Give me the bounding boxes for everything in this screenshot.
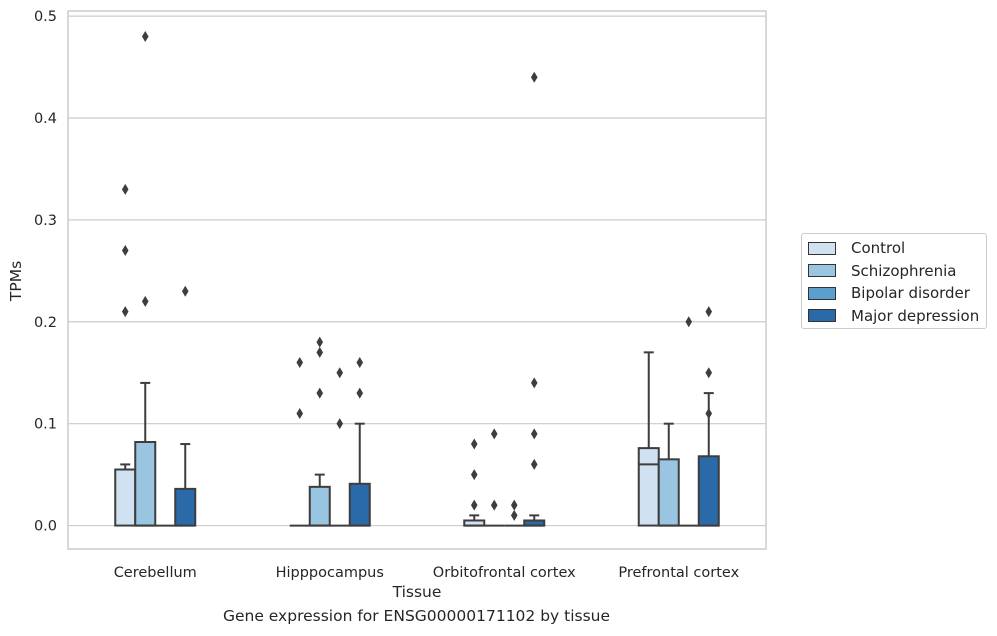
outlier-point	[296, 357, 304, 369]
outlier-point	[685, 316, 693, 328]
box-group	[308, 336, 331, 527]
box	[114, 468, 137, 527]
outlier-point	[705, 306, 713, 318]
box	[134, 441, 157, 527]
legend-swatch	[808, 241, 836, 255]
gridlines	[68, 15, 766, 527]
x-tick-label: Prefrontal cortex	[618, 565, 739, 581]
y-tick-label: 0.5	[34, 9, 57, 25]
legend-label: Schizophrenia	[851, 261, 957, 280]
outlier-point	[181, 285, 189, 297]
box	[657, 458, 680, 527]
legend-swatch	[808, 286, 836, 300]
outlier-point	[470, 469, 478, 481]
box-group	[289, 357, 310, 527]
y-tick-label: 0.1	[34, 417, 57, 433]
box	[697, 455, 720, 527]
outlier-point	[141, 295, 149, 307]
outlier-point	[141, 30, 149, 42]
legend-item-major-depression: Major depression	[808, 305, 986, 328]
legend: Control Schizophrenia Bipolar disorder M…	[801, 233, 987, 329]
legend-swatch	[808, 264, 836, 278]
boxes	[114, 30, 720, 527]
outlier-point	[530, 428, 538, 440]
box-group	[114, 183, 137, 527]
box-group	[348, 357, 371, 527]
box-group	[174, 285, 197, 527]
y-tick-label: 0.2	[34, 315, 57, 331]
outlier-point	[705, 407, 713, 419]
legend-label: Major depression	[851, 306, 980, 325]
outlier-point	[316, 336, 324, 348]
legend-item-bipolar-disorder: Bipolar disorder	[808, 282, 986, 305]
outlier-point	[470, 438, 478, 450]
y-tick-label: 0.3	[34, 213, 57, 229]
legend-item-control: Control	[808, 237, 986, 260]
outlier-point	[510, 509, 518, 521]
outlier-point	[336, 418, 344, 430]
y-tick-label: 0.0	[34, 519, 57, 535]
x-tick-label: Hipppocampus	[276, 565, 384, 581]
box-group	[504, 499, 525, 527]
plot-frame	[67, 10, 767, 550]
box-group	[657, 422, 680, 527]
outlier-point	[530, 377, 538, 389]
box	[348, 482, 371, 527]
x-tick-label: Cerebellum	[114, 565, 197, 581]
outlier-point	[316, 387, 324, 399]
box	[174, 487, 197, 527]
box-group	[697, 306, 720, 527]
box-group	[134, 30, 157, 527]
box-group	[637, 351, 660, 527]
x-tick-label: Orbitofrontal cortex	[433, 565, 576, 581]
legend-label: Bipolar disorder	[851, 284, 970, 303]
box-group	[484, 428, 505, 527]
outlier-point	[510, 499, 518, 511]
y-axis-label: TPMs	[7, 261, 25, 302]
outlier-point	[356, 357, 364, 369]
outlier-point	[490, 499, 498, 511]
outlier-point	[490, 428, 498, 440]
outlier-point	[530, 71, 538, 83]
box-group	[329, 367, 350, 527]
box-group	[678, 316, 699, 527]
box	[308, 485, 331, 527]
outlier-point	[705, 367, 713, 379]
outlier-point	[316, 346, 324, 358]
legend-label: Control	[851, 239, 906, 258]
outlier-point	[121, 244, 129, 256]
outlier-point	[336, 367, 344, 379]
x-tick-labels: Cerebellum Hipppocampus Orbitofrontal cort…	[114, 565, 740, 581]
y-tick-label: 0.4	[34, 111, 57, 127]
legend-item-schizophrenia: Schizophrenia	[808, 260, 986, 283]
outlier-point	[470, 499, 478, 511]
x-axis-label: Tissue	[392, 583, 442, 601]
outlier-point	[296, 407, 304, 419]
box-group	[523, 71, 546, 527]
outlier-point	[356, 387, 364, 399]
outlier-point	[121, 306, 129, 318]
box	[637, 447, 660, 527]
outlier-point	[121, 183, 129, 195]
legend-swatch	[808, 309, 836, 323]
box-group	[463, 438, 486, 527]
y-tick-labels: 0.0 0.1 0.2 0.3 0.4 0.5	[34, 9, 57, 534]
outlier-point	[530, 458, 538, 470]
chart-caption: Gene expression for ENSG00000171102 by t…	[222, 607, 611, 625]
